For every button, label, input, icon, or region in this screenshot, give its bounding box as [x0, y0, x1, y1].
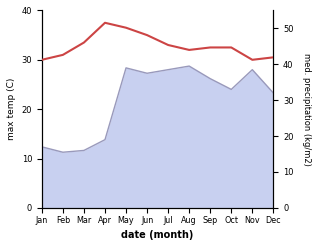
Y-axis label: max temp (C): max temp (C) [7, 78, 16, 140]
Y-axis label: med. precipitation (kg/m2): med. precipitation (kg/m2) [302, 53, 311, 165]
X-axis label: date (month): date (month) [121, 230, 194, 240]
